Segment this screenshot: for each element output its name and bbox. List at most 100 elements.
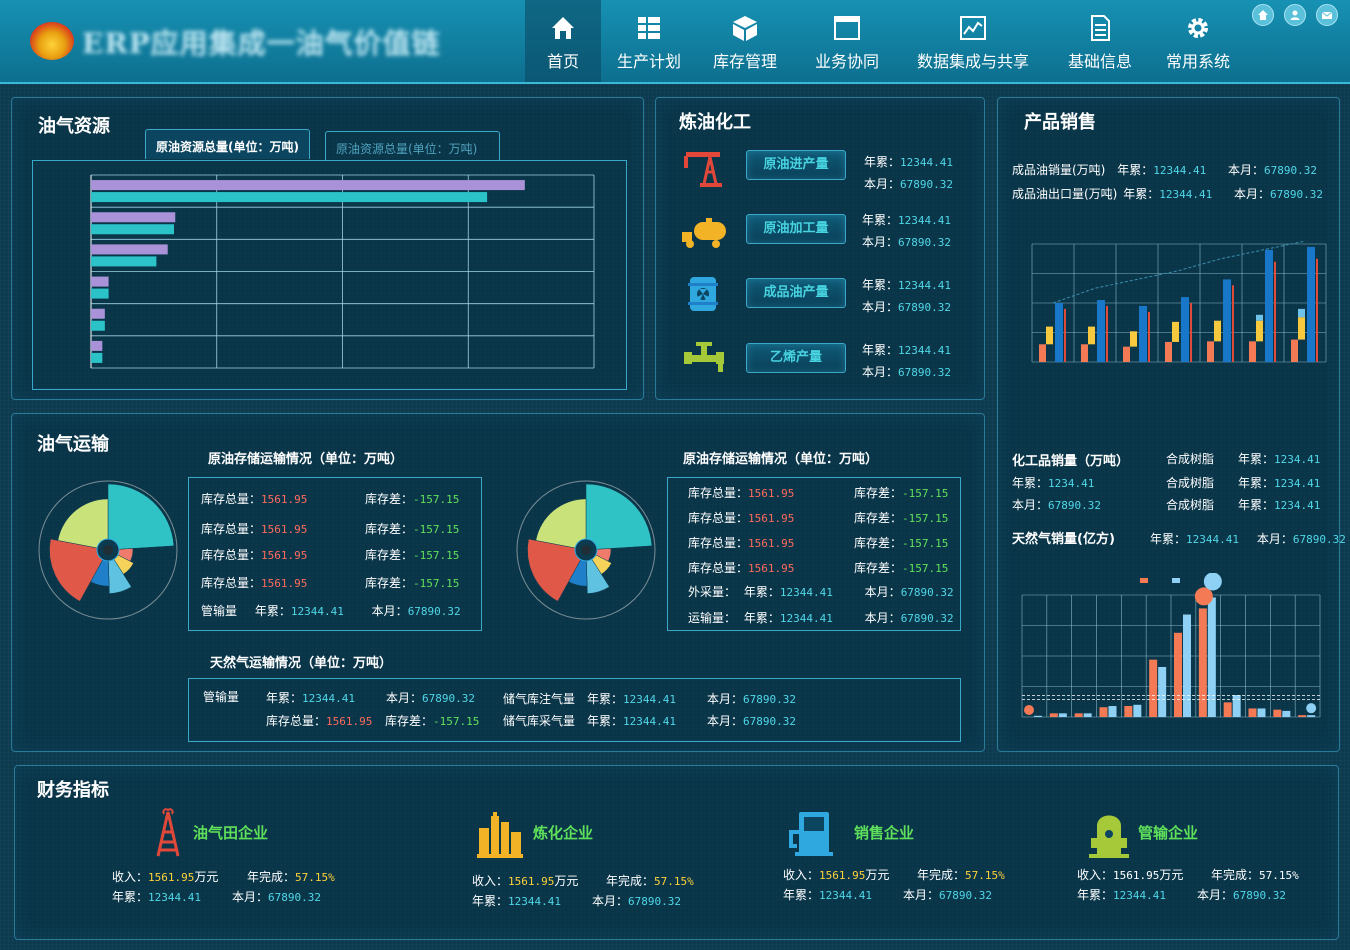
oil-rig-icon bbox=[156, 808, 180, 857]
refine-year-2: 年累：12344.41 bbox=[862, 278, 951, 292]
sales-bar bbox=[1165, 341, 1172, 362]
max-pin bbox=[1203, 573, 1222, 591]
gas-bar bbox=[1058, 713, 1067, 717]
finance-name: 炼化企业 bbox=[533, 824, 594, 842]
crude-input-button[interactable]: 原油进产量 bbox=[746, 150, 846, 180]
gas-pipe-year: 年累：12344.41 bbox=[266, 691, 355, 705]
finance-income: 收入：1561.95万元 bbox=[112, 870, 219, 884]
right-storage-title: 原油存储运输情况（单位：万吨） bbox=[683, 452, 879, 467]
min-pin bbox=[1024, 705, 1034, 715]
gas-bar bbox=[1083, 713, 1092, 717]
gas-bar bbox=[1248, 708, 1257, 717]
resources-bar-chart bbox=[90, 174, 595, 369]
nav-inventory[interactable]: 库存管理 bbox=[697, 0, 793, 82]
finance-month: 本月：67890.32 bbox=[1197, 888, 1286, 902]
panel-title: 油气运输 bbox=[37, 434, 109, 455]
legend-swatch bbox=[1140, 578, 1148, 583]
user-button[interactable] bbox=[1284, 4, 1306, 26]
gas-stock: 库存总量：1561.95 bbox=[266, 714, 373, 728]
rose-hub-dot bbox=[581, 545, 591, 555]
right-row-1-diff: 库存差：-157.15 bbox=[854, 511, 949, 525]
sales-bar bbox=[1298, 317, 1305, 340]
nav-label: 常用系统 bbox=[1165, 52, 1230, 71]
resources-panel: 油气资源 原油资源总量(单位：万吨) 原油资源总量(单位：万吨) bbox=[11, 97, 644, 400]
gas-bar bbox=[1124, 706, 1133, 717]
left-row-1-diff: 库存差：-157.15 bbox=[365, 522, 460, 536]
right-row-3: 库存总量：1561.95 bbox=[688, 561, 795, 575]
mail-button[interactable] bbox=[1316, 4, 1338, 26]
sales-bar bbox=[1055, 303, 1063, 362]
refining-panel: 炼油化工 原油进产量 年累：12344.41 本月：67890.32 原油加工量… bbox=[655, 97, 985, 400]
sales-bar bbox=[1291, 339, 1298, 362]
home-icon bbox=[552, 17, 574, 39]
trend-line bbox=[1052, 240, 1306, 304]
panel-title: 产品销售 bbox=[1024, 112, 1096, 133]
left-row-3-diff: 库存差：-157.15 bbox=[365, 576, 460, 590]
sales-bar bbox=[1214, 320, 1221, 342]
left-row-3: 库存总量：1561.95 bbox=[201, 576, 308, 590]
finance-year: 年累：12344.41 bbox=[783, 888, 872, 902]
resource-bar bbox=[91, 180, 525, 191]
gas-bar bbox=[1099, 707, 1108, 717]
finance-income: 收入：1561.95万元 bbox=[472, 874, 579, 888]
gas-pipe-month: 本月：67890.32 bbox=[386, 691, 475, 705]
panel-title: 财务指标 bbox=[37, 780, 109, 801]
gas-bar bbox=[1049, 713, 1058, 717]
sales-bar bbox=[1298, 308, 1305, 318]
sales-bar bbox=[1064, 308, 1066, 362]
document-icon bbox=[1091, 15, 1110, 41]
finance-done: 年完成：57.15% bbox=[917, 868, 1005, 882]
refinery-icon bbox=[477, 812, 523, 858]
tab-crude-resources-alt[interactable]: 原油资源总量(单位：万吨) bbox=[325, 131, 500, 161]
gas-bar bbox=[1034, 715, 1042, 717]
nav-label: 基础信息 bbox=[1067, 52, 1132, 71]
rose-slice bbox=[107, 549, 132, 594]
main-nav: 首页 生产计划 库存管理 业务协同 数据集成与共享 基础信息 常用系统 bbox=[525, 0, 1241, 82]
min-pin bbox=[1306, 703, 1317, 714]
nav-production-plan[interactable]: 生产计划 bbox=[601, 0, 697, 82]
nav-data-sharing[interactable]: 数据集成与共享 bbox=[901, 0, 1045, 82]
finance-year: 年累：12344.41 bbox=[472, 894, 561, 908]
right-storage-box: 库存总量：1561.95 库存差：-157.15 库存总量：1561.95 库存… bbox=[667, 477, 961, 631]
home-shortcut-button[interactable] bbox=[1252, 4, 1274, 26]
nav-business-collab[interactable]: 业务协同 bbox=[793, 0, 901, 82]
nav-home[interactable]: 首页 bbox=[525, 0, 601, 82]
finance-income: 收入：1561.95万元 bbox=[783, 868, 890, 882]
nav-common-systems[interactable]: 常用系统 bbox=[1155, 0, 1241, 82]
chem-month: 本月：67890.32 bbox=[1012, 498, 1101, 512]
left-storage-box: 库存总量：1561.95 库存差：-157.15 库存总量：1561.95 库存… bbox=[188, 477, 482, 631]
sales-bar bbox=[1130, 331, 1137, 347]
gas-bar bbox=[1232, 695, 1241, 717]
finance-panel: 财务指标 油气田企业 收入：1561.95万元 年完成：57.15% 年累：12… bbox=[14, 765, 1339, 940]
gas-bar bbox=[1133, 704, 1142, 717]
right-transport-row: 运输量： 年累：12344.41 本月：67890.32 bbox=[688, 611, 954, 625]
rose-outline bbox=[516, 480, 656, 620]
finance-done: 年完成：57.15% bbox=[1211, 868, 1299, 882]
chem-row-2: 合成树脂 年累：1234.41 bbox=[1166, 498, 1321, 512]
right-row-0: 库存总量：1561.95 bbox=[688, 486, 795, 500]
nav-basic-info[interactable]: 基础信息 bbox=[1045, 0, 1155, 82]
finance-done: 年完成：57.15% bbox=[247, 870, 335, 884]
left-row-0-diff: 库存差：-157.15 bbox=[365, 492, 460, 506]
left-rose-chart bbox=[38, 480, 178, 620]
ethylene-button[interactable]: 乙烯产量 bbox=[746, 343, 846, 373]
finance-name: 管输企业 bbox=[1138, 824, 1199, 842]
left-row-2-diff: 库存差：-157.15 bbox=[365, 548, 460, 562]
gas-extract-name: 储气库采气量 bbox=[503, 714, 576, 728]
resource-bar bbox=[91, 276, 109, 287]
refined-oil-button[interactable]: 成品油产量 bbox=[746, 278, 846, 308]
gas-extract-month: 本月：67890.32 bbox=[707, 714, 796, 728]
gas-bar bbox=[1158, 666, 1167, 717]
crude-processing-button[interactable]: 原油加工量 bbox=[746, 214, 846, 244]
gas-bar bbox=[1298, 715, 1307, 717]
finance-income: 收入：1561.95万元 bbox=[1077, 868, 1184, 882]
grid-icon bbox=[638, 17, 660, 39]
nav-label: 首页 bbox=[546, 52, 579, 71]
resource-bar bbox=[91, 212, 176, 223]
gas-sales-title: 天然气销量(亿方) bbox=[1012, 532, 1115, 547]
resources-chart-frame bbox=[32, 160, 627, 390]
tab-crude-resources[interactable]: 原油资源总量(单位：万吨) bbox=[145, 129, 310, 159]
sales-bar bbox=[1307, 246, 1315, 362]
sales-bar bbox=[1081, 344, 1088, 362]
gas-bar bbox=[1198, 608, 1207, 717]
